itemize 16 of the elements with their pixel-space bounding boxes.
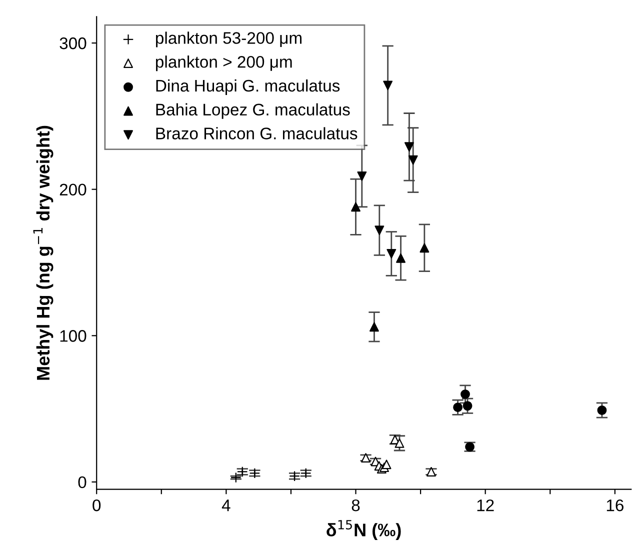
legend-label: Bahia Lopez G. maculatus — [156, 103, 350, 119]
legend-label: plankton 53-200 μm — [156, 32, 302, 48]
y-tick-label: 300 — [60, 37, 86, 50]
y-tick-label: 200 — [60, 184, 86, 196]
x-tick-label: 4 — [222, 500, 230, 512]
x-tick-label: 16 — [606, 499, 624, 512]
legend-label: Brazo Rincon G. maculatus — [156, 127, 358, 140]
x-tick-label: 0 — [92, 499, 101, 512]
y-tick-label: 100 — [60, 330, 86, 342]
legend-label: Dina Huapi G. maculatus — [156, 79, 340, 95]
y-axis-title: Methyl Hg (ng g$^{−1}$ dry weight) — [33, 126, 54, 380]
x-tick-label: 12 — [477, 499, 494, 512]
y-tick-label: 0 — [78, 476, 86, 488]
x-tick-label: 8 — [352, 499, 360, 512]
x-axis-title: δ$^{15}$N (‰) — [326, 520, 401, 540]
legend-label: plankton > 200 μm — [156, 56, 292, 72]
